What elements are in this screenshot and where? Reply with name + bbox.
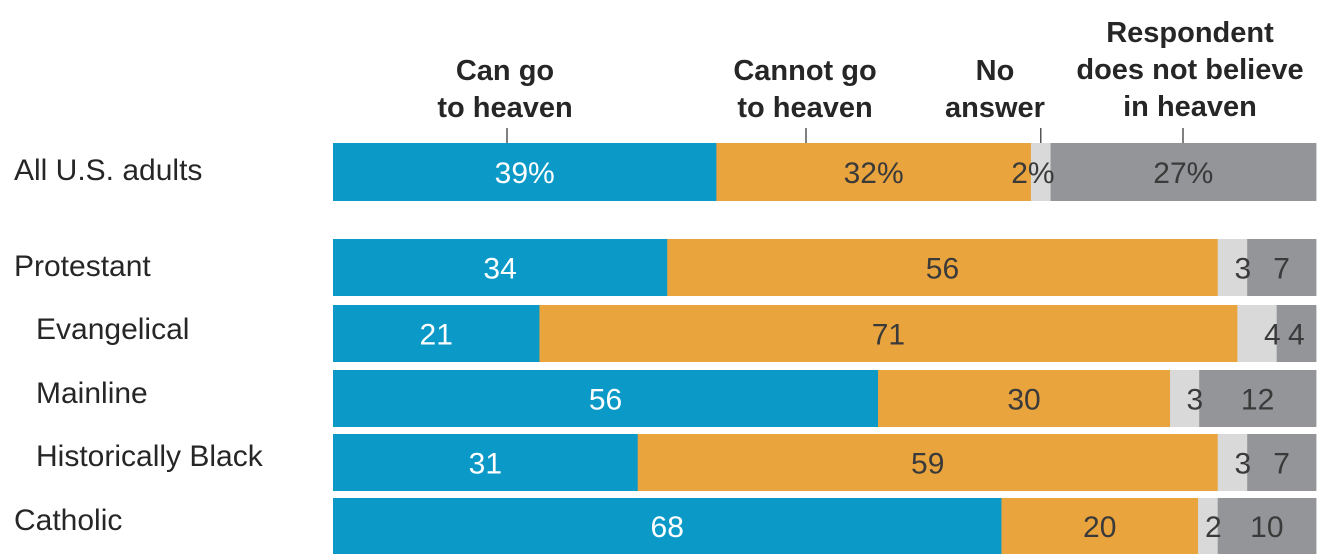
value-label-all-u-s-adults-respondent-does-not-believe-in-heaven: 27%: [1153, 157, 1213, 190]
value-label-all-u-s-adults-can-go-to-heaven: 39%: [495, 157, 555, 190]
bar-mainline-cannot-go-to-heaven: [878, 370, 1171, 427]
bar-mainline-respondent-does-not-believe-in-heaven: [1199, 370, 1317, 427]
bar-all-u-s-adults-can-go-to-heaven: [333, 143, 717, 201]
bar-catholic-cannot-go-to-heaven: [1001, 498, 1199, 554]
bar-catholic-can-go-to-heaven: [333, 498, 1002, 554]
value-label-mainline-respondent-does-not-believe-in-heaven: 12: [1241, 384, 1274, 417]
value-label-catholic-respondent-does-not-believe-in-heaven: 10: [1250, 511, 1283, 544]
value-label-catholic-no-answer: 2: [1205, 511, 1222, 544]
bar-evangelical-cannot-go-to-heaven: [539, 305, 1238, 362]
bar-protestant-can-go-to-heaven: [333, 239, 668, 296]
value-label-evangelical-cannot-go-to-heaven: 71: [872, 319, 905, 352]
bar-catholic-respondent-does-not-believe-in-heaven: [1217, 498, 1317, 554]
row-label-all-adults: All U.S. adults: [14, 154, 203, 187]
bar-historically-black-can-go-to-heaven: [333, 434, 639, 491]
bar-mainline-no-answer: [1170, 370, 1200, 427]
value-label-mainline-no-answer: 3: [1187, 384, 1204, 417]
value-label-historically-black-respondent-does-not-believe-in-heaven: 7: [1273, 448, 1290, 481]
row-label-evangelical: Evangelical: [36, 313, 190, 346]
value-label-catholic-can-go-to-heaven: 68: [651, 511, 684, 544]
value-label-all-u-s-adults-cannot-go-to-heaven: 32%: [844, 157, 904, 190]
legend-header-not-believe: Respondent does not believe in heaven: [1076, 17, 1304, 123]
value-label-evangelical-no-answer: 4: [1264, 319, 1281, 352]
value-label-protestant-respondent-does-not-believe-in-heaven: 7: [1273, 253, 1290, 286]
bar-evangelical-respondent-does-not-believe-in-heaven: [1276, 305, 1317, 362]
bar-catholic-no-answer: [1198, 498, 1219, 554]
value-label-evangelical-respondent-does-not-believe-in-heaven: 4: [1288, 319, 1305, 352]
bar-historically-black-respondent-does-not-believe-in-heaven: [1247, 434, 1317, 491]
bar-historically-black-no-answer: [1217, 434, 1248, 491]
value-label-historically-black-cannot-go-to-heaven: 59: [911, 448, 944, 481]
value-label-all-u-s-adults-no-answer: 2%: [1011, 157, 1054, 190]
value-label-protestant-cannot-go-to-heaven: 56: [926, 253, 959, 286]
bar-protestant-cannot-go-to-heaven: [667, 239, 1219, 296]
value-label-evangelical-can-go-to-heaven: 21: [420, 319, 453, 352]
row-label-catholic: Catholic: [14, 504, 123, 537]
bar-all-u-s-adults-cannot-go-to-heaven: [716, 143, 1032, 201]
value-label-historically-black-can-go-to-heaven: 31: [469, 448, 502, 481]
value-label-historically-black-no-answer: 3: [1235, 448, 1252, 481]
value-label-protestant-can-go-to-heaven: 34: [483, 253, 516, 286]
legend-header-can-go: Can go to heaven: [437, 55, 573, 124]
legend-header-cannot-go: Cannot go to heaven: [733, 55, 877, 124]
row-label-protestant: Protestant: [14, 250, 151, 283]
bar-protestant-no-answer: [1217, 239, 1248, 296]
value-label-catholic-cannot-go-to-heaven: 20: [1083, 511, 1116, 544]
bar-evangelical-no-answer: [1237, 305, 1278, 362]
row-label-historically-black: Historically Black: [36, 440, 263, 473]
row-label-mainline: Mainline: [36, 377, 148, 410]
bar-protestant-respondent-does-not-believe-in-heaven: [1247, 239, 1317, 296]
value-label-mainline-cannot-go-to-heaven: 30: [1007, 384, 1040, 417]
bar-evangelical-can-go-to-heaven: [333, 305, 540, 362]
value-label-mainline-can-go-to-heaven: 56: [589, 384, 622, 417]
legend-header-no-answer: No answer: [945, 55, 1045, 124]
bar-mainline-can-go-to-heaven: [333, 370, 879, 427]
value-label-protestant-no-answer: 3: [1235, 253, 1252, 286]
bar-all-u-s-adults-no-answer: [1030, 143, 1051, 201]
bar-historically-black-cannot-go-to-heaven: [637, 434, 1219, 491]
bar-all-u-s-adults-respondent-does-not-believe-in-heaven: [1050, 143, 1317, 201]
